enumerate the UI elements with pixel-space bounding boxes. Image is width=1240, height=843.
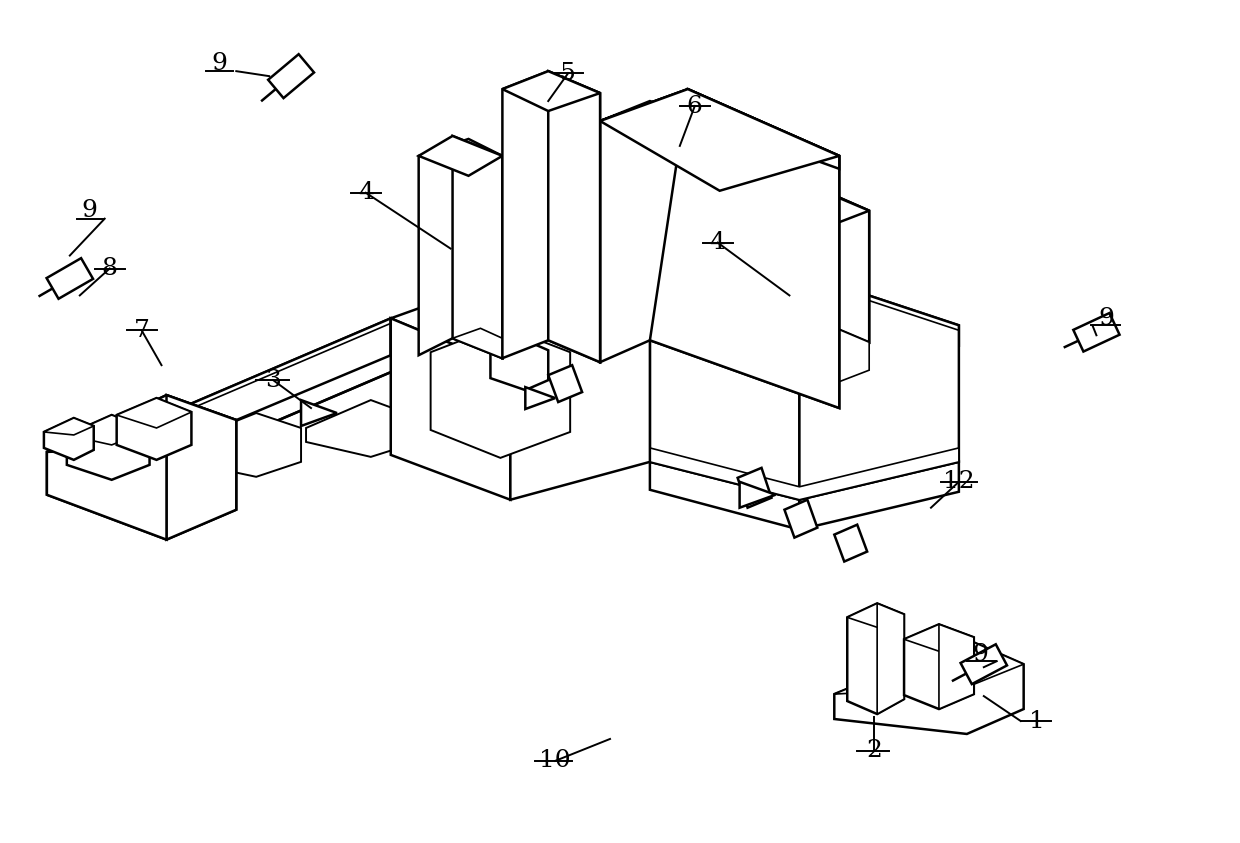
Polygon shape (491, 341, 548, 390)
Polygon shape (738, 468, 771, 507)
Text: 7: 7 (134, 319, 150, 341)
Polygon shape (785, 500, 817, 538)
Polygon shape (453, 136, 502, 358)
Polygon shape (1074, 313, 1120, 352)
Text: 4: 4 (709, 231, 725, 254)
Polygon shape (268, 54, 314, 98)
Polygon shape (419, 136, 502, 176)
Polygon shape (130, 355, 511, 484)
Polygon shape (419, 139, 502, 358)
Polygon shape (835, 639, 1024, 694)
Polygon shape (800, 272, 959, 500)
Text: 4: 4 (358, 181, 373, 204)
Polygon shape (391, 319, 511, 500)
Polygon shape (739, 482, 775, 507)
Polygon shape (176, 413, 301, 477)
Text: 3: 3 (265, 368, 281, 392)
Polygon shape (600, 89, 839, 191)
Polygon shape (43, 418, 94, 435)
Text: 12: 12 (944, 470, 975, 493)
Polygon shape (301, 400, 337, 426)
Polygon shape (835, 639, 1024, 734)
Polygon shape (47, 258, 93, 298)
Text: 9: 9 (1099, 307, 1115, 330)
Polygon shape (117, 398, 191, 428)
Polygon shape (43, 418, 94, 460)
Polygon shape (430, 325, 570, 458)
Text: 5: 5 (560, 62, 577, 84)
Polygon shape (800, 462, 959, 529)
Text: 1: 1 (1029, 710, 1044, 733)
Polygon shape (130, 319, 511, 450)
Polygon shape (511, 276, 650, 500)
Polygon shape (650, 272, 959, 346)
Polygon shape (768, 189, 869, 342)
Polygon shape (650, 89, 839, 408)
Polygon shape (548, 365, 582, 402)
Polygon shape (904, 625, 973, 652)
Polygon shape (847, 604, 904, 627)
Polygon shape (768, 320, 869, 390)
Polygon shape (453, 328, 502, 358)
Polygon shape (47, 448, 166, 540)
Polygon shape (391, 276, 650, 368)
Text: 6: 6 (687, 94, 703, 117)
Polygon shape (835, 524, 867, 561)
Polygon shape (961, 644, 1007, 685)
Text: 10: 10 (539, 749, 572, 772)
Polygon shape (817, 189, 869, 342)
Text: 9: 9 (973, 642, 988, 666)
Polygon shape (413, 397, 491, 445)
Polygon shape (391, 319, 511, 415)
Polygon shape (600, 89, 839, 169)
Polygon shape (904, 625, 973, 709)
Polygon shape (650, 462, 800, 529)
Polygon shape (47, 395, 237, 452)
Polygon shape (600, 89, 839, 408)
Polygon shape (130, 319, 391, 480)
Polygon shape (650, 293, 800, 500)
Text: 9: 9 (211, 51, 227, 75)
Text: 8: 8 (102, 257, 118, 280)
Polygon shape (768, 189, 869, 231)
Polygon shape (847, 604, 904, 714)
Polygon shape (502, 71, 600, 362)
Polygon shape (650, 448, 959, 500)
Polygon shape (502, 71, 600, 111)
Polygon shape (166, 395, 237, 540)
Polygon shape (526, 387, 556, 409)
Polygon shape (47, 395, 237, 540)
Polygon shape (877, 604, 904, 714)
Polygon shape (306, 400, 409, 457)
Polygon shape (67, 415, 150, 445)
Text: 2: 2 (867, 739, 882, 762)
Polygon shape (548, 71, 600, 362)
Polygon shape (117, 398, 191, 460)
Text: 9: 9 (82, 199, 98, 223)
Polygon shape (939, 625, 973, 709)
Polygon shape (67, 415, 150, 480)
